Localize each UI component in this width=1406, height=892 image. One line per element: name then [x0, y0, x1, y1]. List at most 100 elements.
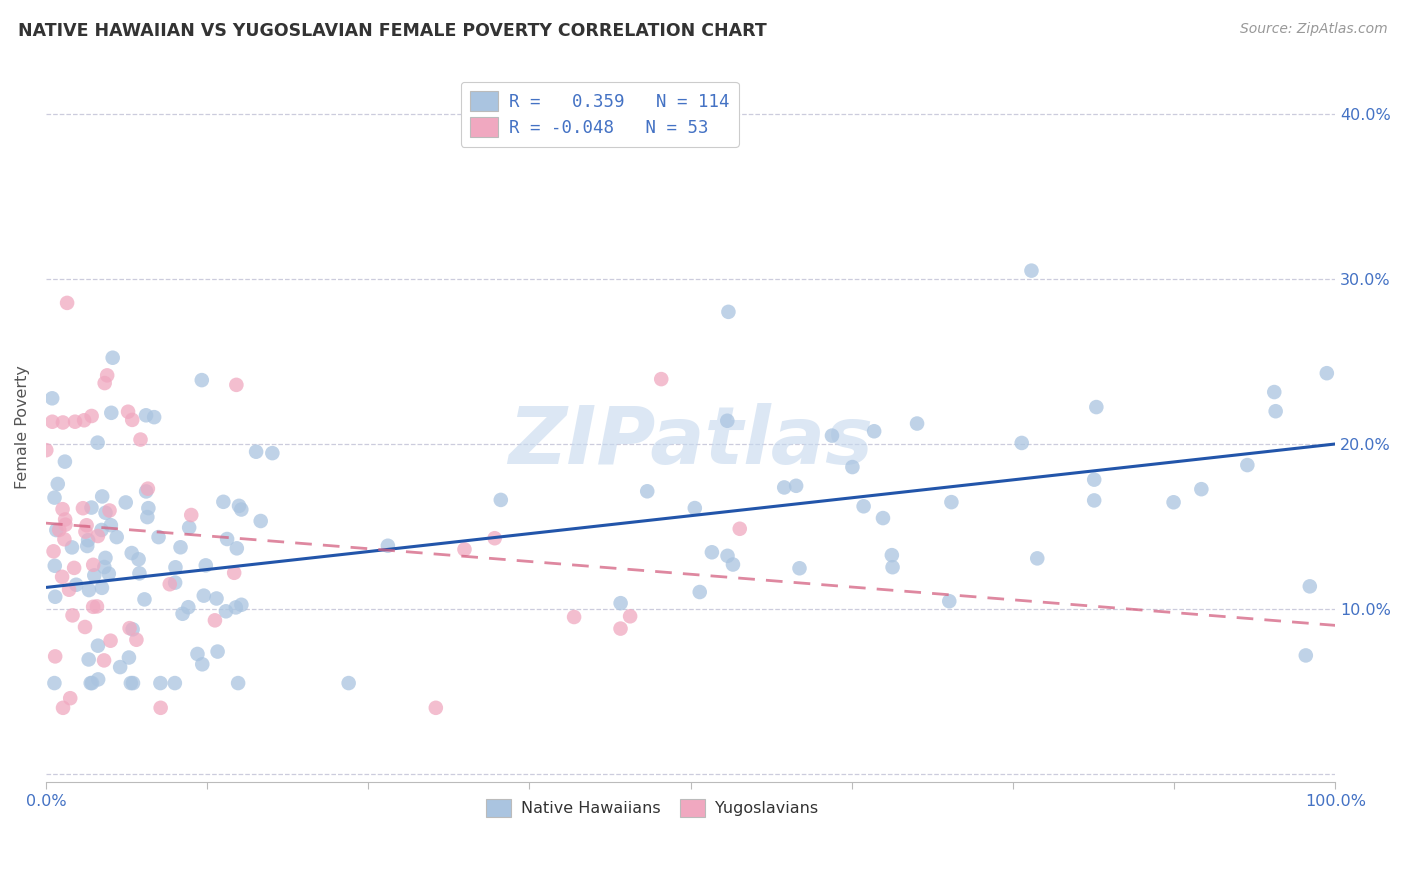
Point: [716, 549, 738, 563]
Point: [83, 568, 105, 582]
Point: [82, 599, 104, 614]
Point: [44, 491, 66, 505]
Point: [75, 524, 97, 539]
Point: [872, 511, 894, 525]
Point: [165, 560, 187, 574]
Point: [135, 409, 157, 423]
Point: [1083, 473, 1105, 487]
Point: [425, 701, 447, 715]
Point: [100, 518, 122, 533]
Point: [165, 575, 187, 590]
Point: [55, 517, 77, 532]
Point: [53, 512, 76, 526]
Point: [125, 632, 148, 647]
Point: [1264, 404, 1286, 418]
Point: [224, 566, 246, 580]
Point: [609, 596, 631, 610]
Point: [191, 373, 214, 387]
Point: [52, 416, 75, 430]
Point: [100, 406, 122, 420]
Point: [773, 480, 796, 494]
Point: [148, 530, 170, 544]
Point: [80, 500, 103, 515]
Point: [905, 417, 928, 431]
Point: [138, 501, 160, 516]
Point: [1236, 458, 1258, 472]
Point: [120, 676, 142, 690]
Point: [44, 558, 66, 573]
Point: [217, 532, 239, 546]
Point: [841, 460, 863, 475]
Point: [1316, 366, 1339, 380]
Point: [609, 622, 631, 636]
Point: [42, 544, 65, 558]
Text: NATIVE HAWAIIAN VS YUGOSLAVIAN FEMALE POVERTY CORRELATION CHART: NATIVE HAWAIIAN VS YUGOSLAVIAN FEMALE PO…: [18, 22, 768, 40]
Point: [262, 446, 284, 460]
Point: [149, 676, 172, 690]
Point: [226, 676, 249, 690]
Point: [1026, 551, 1049, 566]
Point: [163, 676, 186, 690]
Point: [484, 531, 506, 545]
Point: [41, 415, 63, 429]
Point: [453, 542, 475, 557]
Point: [121, 413, 143, 427]
Point: [77, 583, 100, 598]
Point: [58, 582, 80, 597]
Point: [46, 477, 69, 491]
Point: [91, 490, 114, 504]
Point: [194, 558, 217, 573]
Point: [721, 558, 744, 572]
Point: [785, 479, 807, 493]
Point: [938, 594, 960, 608]
Point: [337, 676, 360, 690]
Point: [96, 368, 118, 383]
Point: [122, 676, 145, 690]
Point: [249, 514, 271, 528]
Point: [59, 691, 82, 706]
Y-axis label: Female Poverty: Female Poverty: [15, 366, 30, 490]
Point: [169, 541, 191, 555]
Point: [231, 598, 253, 612]
Point: [941, 495, 963, 509]
Point: [225, 600, 247, 615]
Point: [91, 581, 114, 595]
Point: [650, 372, 672, 386]
Point: [80, 409, 103, 423]
Point: [636, 484, 658, 499]
Point: [60, 541, 83, 555]
Point: [1189, 482, 1212, 496]
Point: [882, 560, 904, 574]
Point: [100, 633, 122, 648]
Point: [1163, 495, 1185, 509]
Point: [717, 305, 740, 319]
Point: [1021, 263, 1043, 277]
Point: [86, 435, 108, 450]
Point: [186, 647, 208, 661]
Point: [172, 607, 194, 621]
Point: [821, 428, 844, 442]
Point: [118, 621, 141, 635]
Point: [789, 561, 811, 575]
Point: [159, 577, 181, 591]
Point: [62, 608, 84, 623]
Point: [204, 613, 226, 627]
Point: [93, 560, 115, 574]
Point: [93, 376, 115, 390]
Point: [135, 484, 157, 499]
Point: [73, 620, 96, 634]
Point: [700, 545, 723, 559]
Point: [136, 482, 159, 496]
Point: [225, 541, 247, 556]
Point: [44, 676, 66, 690]
Point: [52, 502, 75, 516]
Point: [728, 522, 751, 536]
Point: [228, 499, 250, 513]
Point: [207, 644, 229, 658]
Point: [73, 413, 96, 427]
Point: [63, 415, 86, 429]
Point: [77, 652, 100, 666]
Point: [53, 533, 76, 547]
Point: [149, 701, 172, 715]
Point: [35, 443, 58, 458]
